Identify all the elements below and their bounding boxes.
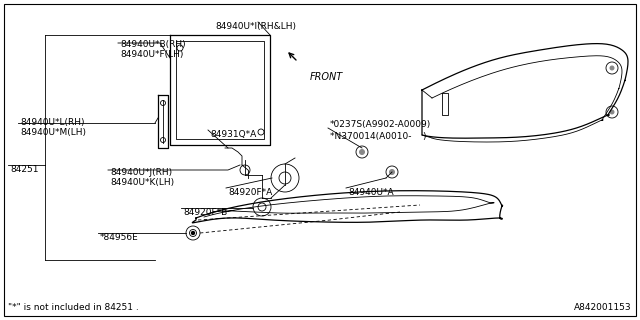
- Circle shape: [389, 169, 395, 175]
- Text: *84956E: *84956E: [100, 233, 139, 242]
- Text: 84920F*A: 84920F*A: [228, 188, 272, 197]
- Text: 84940U*J(RH): 84940U*J(RH): [110, 168, 172, 177]
- Circle shape: [359, 149, 365, 155]
- Text: 84251: 84251: [10, 165, 38, 174]
- Text: FRONT: FRONT: [310, 72, 343, 82]
- Text: 84931Q*A: 84931Q*A: [210, 130, 256, 139]
- Text: 84940U*I(RH&LH): 84940U*I(RH&LH): [215, 22, 296, 31]
- Text: 84940U*F(LH): 84940U*F(LH): [120, 50, 184, 59]
- Text: 84940U*B(RH): 84940U*B(RH): [120, 40, 186, 49]
- Text: 84940U*M(LH): 84940U*M(LH): [20, 128, 86, 137]
- Text: 84940U*L(RH): 84940U*L(RH): [20, 118, 84, 127]
- Text: *0237S(A9902-A0009): *0237S(A9902-A0009): [330, 120, 431, 129]
- Circle shape: [609, 109, 614, 115]
- Circle shape: [191, 231, 195, 235]
- Text: 84940U*A: 84940U*A: [348, 188, 394, 197]
- Text: 84940U*K(LH): 84940U*K(LH): [110, 178, 174, 187]
- Text: A842001153: A842001153: [574, 303, 632, 313]
- Text: "*" is not included in 84251 .: "*" is not included in 84251 .: [8, 303, 139, 313]
- Circle shape: [609, 66, 614, 70]
- Text: 84920F*B: 84920F*B: [183, 208, 227, 217]
- Text: *N370014(A0010-    ): *N370014(A0010- ): [330, 132, 426, 141]
